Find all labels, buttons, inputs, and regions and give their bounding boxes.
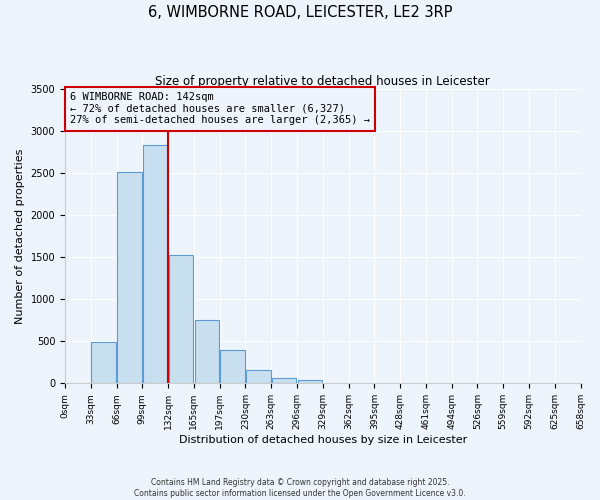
Bar — [220, 350, 245, 384]
Bar — [246, 370, 271, 384]
Y-axis label: Number of detached properties: Number of detached properties — [15, 148, 25, 324]
Title: Size of property relative to detached houses in Leicester: Size of property relative to detached ho… — [155, 75, 490, 88]
X-axis label: Distribution of detached houses by size in Leicester: Distribution of detached houses by size … — [179, 435, 467, 445]
Bar — [169, 254, 193, 384]
Text: Contains HM Land Registry data © Crown copyright and database right 2025.
Contai: Contains HM Land Registry data © Crown c… — [134, 478, 466, 498]
Bar — [143, 146, 167, 384]
Bar — [298, 380, 322, 384]
Bar — [194, 320, 219, 384]
Bar — [117, 172, 142, 384]
Text: 6, WIMBORNE ROAD, LEICESTER, LE2 3RP: 6, WIMBORNE ROAD, LEICESTER, LE2 3RP — [148, 5, 452, 20]
Text: 6 WIMBORNE ROAD: 142sqm
← 72% of detached houses are smaller (6,327)
27% of semi: 6 WIMBORNE ROAD: 142sqm ← 72% of detache… — [70, 92, 370, 126]
Bar — [272, 378, 296, 384]
Bar — [91, 342, 116, 384]
